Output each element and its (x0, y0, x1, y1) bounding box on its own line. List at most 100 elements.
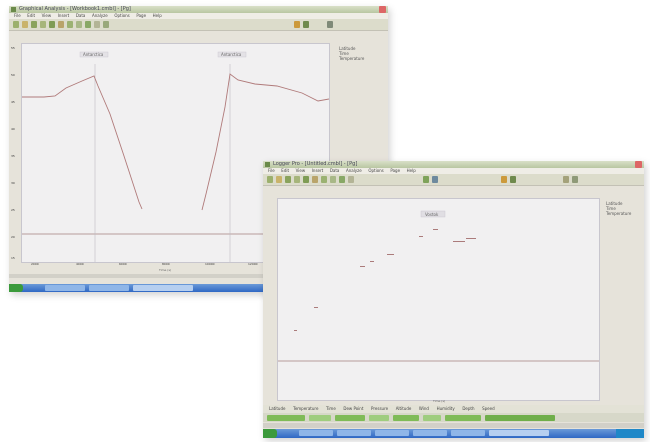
graph-icon[interactable] (303, 176, 309, 183)
menu-analyze[interactable]: Analyze (91, 13, 108, 18)
taskbar-item[interactable] (45, 285, 85, 291)
taskbar-item[interactable] (451, 430, 485, 436)
toolbar (9, 19, 388, 31)
legend-entry: Temperature (339, 56, 365, 61)
integral-icon[interactable] (85, 21, 91, 28)
menu-edit[interactable]: Edit (27, 13, 36, 18)
table-icon[interactable] (40, 21, 46, 28)
menu-help[interactable]: Help (406, 168, 416, 173)
taskbar (263, 429, 644, 438)
y-axis-ticks: 55 50 45 40 35 30 25 20 15 (11, 46, 20, 261)
print-icon[interactable] (285, 176, 291, 183)
table-icon[interactable] (294, 176, 300, 183)
x-tick-label: 4000 (76, 262, 84, 266)
close-button[interactable] (635, 161, 642, 168)
sensor-meter[interactable] (267, 415, 305, 421)
menu-view[interactable]: View (41, 13, 52, 18)
collect-icon[interactable] (501, 176, 507, 183)
curve-fit-icon[interactable] (423, 176, 429, 183)
taskbar-item[interactable] (337, 430, 371, 436)
tab-pressure[interactable]: Pressure (371, 406, 389, 411)
x-tick-label: 6000 (119, 262, 127, 266)
save-icon[interactable] (22, 21, 28, 28)
graph-plot-area[interactable]: Vostok (277, 198, 600, 401)
tab-time[interactable]: Time (326, 406, 336, 411)
temperature-series-line (22, 75, 143, 210)
save-icon[interactable] (276, 176, 282, 183)
open-icon[interactable] (267, 176, 273, 183)
print-icon[interactable] (31, 21, 37, 28)
menu-data[interactable]: Data (329, 168, 340, 173)
tab-humidity[interactable]: Humidity (436, 406, 455, 411)
stats-icon[interactable] (94, 21, 100, 28)
legend-entry: Temperature (606, 211, 632, 216)
menu-help[interactable]: Help (152, 13, 162, 18)
tangent-icon[interactable] (76, 21, 82, 28)
menu-page[interactable]: Page (390, 168, 401, 173)
sensor-meter[interactable] (393, 415, 419, 421)
tab-altitude[interactable]: Altitude (395, 406, 412, 411)
legend-entry: Latitude (339, 46, 356, 51)
y-tick-label: 40 (11, 127, 15, 131)
settings-icon[interactable] (572, 176, 578, 183)
taskbar-item-active[interactable] (489, 430, 549, 436)
menu-insert[interactable]: Insert (311, 168, 324, 173)
menu-options[interactable]: Options (368, 168, 384, 173)
tab-temperature[interactable]: Temperature (293, 406, 319, 411)
stop-icon[interactable] (510, 176, 516, 183)
zoom-icon[interactable] (312, 176, 318, 183)
taskbar-item[interactable] (299, 430, 333, 436)
tangent-icon[interactable] (330, 176, 336, 183)
y-tick-label: 45 (11, 100, 15, 104)
curve-fit-icon[interactable] (103, 21, 109, 28)
sensor-meter[interactable] (485, 415, 555, 421)
menu-page[interactable]: Page (136, 13, 147, 18)
tab-depth[interactable]: Depth (462, 406, 475, 411)
tab-speed[interactable]: Speed (482, 406, 495, 411)
zoom-icon[interactable] (58, 21, 64, 28)
taskbar (9, 284, 388, 292)
taskbar-item-active[interactable] (133, 285, 193, 291)
sensor-meter[interactable] (309, 415, 331, 421)
tab-latitude[interactable]: Latitude (269, 406, 286, 411)
settings-icon[interactable] (327, 21, 333, 28)
taskbar-item[interactable] (89, 285, 129, 291)
sensor-meter[interactable] (423, 415, 441, 421)
graph-window-back[interactable]: Graphical Analysis - [Workbook1.cmbl] - … (9, 6, 388, 292)
graph-icon[interactable] (49, 21, 55, 28)
graph-plot-area[interactable]: Antarctica Antarctica (21, 43, 330, 263)
stop-icon[interactable] (303, 21, 309, 28)
menu-data[interactable]: Data (75, 13, 86, 18)
taskbar-item[interactable] (375, 430, 409, 436)
start-button[interactable] (9, 284, 23, 292)
examine-icon[interactable] (321, 176, 327, 183)
start-button[interactable] (263, 429, 277, 438)
data-point (433, 229, 438, 230)
examine-icon[interactable] (67, 21, 73, 28)
sensor-meter[interactable] (335, 415, 365, 421)
menu-options[interactable]: Options (114, 13, 130, 18)
collect-icon[interactable] (294, 21, 300, 28)
title-bar[interactable]: Logger Pro - [Untitled.cmbl] - [Pg] (263, 161, 644, 168)
data-point (387, 254, 394, 255)
menu-edit[interactable]: Edit (281, 168, 290, 173)
sensor-meter[interactable] (445, 415, 481, 421)
taskbar-item[interactable] (413, 430, 447, 436)
close-button[interactable] (379, 6, 386, 13)
tab-dew-point[interactable]: Dew Point (343, 406, 364, 411)
menu-analyze[interactable]: Analyze (345, 168, 362, 173)
menu-file[interactable]: File (268, 168, 275, 173)
model-icon[interactable] (432, 176, 438, 183)
stats-icon[interactable] (348, 176, 354, 183)
integral-icon[interactable] (339, 176, 345, 183)
menu-file[interactable]: File (14, 13, 21, 18)
menu-insert[interactable]: Insert (57, 13, 70, 18)
keep-icon[interactable] (563, 176, 569, 183)
sensor-meter[interactable] (369, 415, 389, 421)
y-tick-label: 35 (11, 154, 15, 158)
graph-window-front[interactable]: Logger Pro - [Untitled.cmbl] - [Pg] File… (263, 161, 644, 438)
menu-view[interactable]: View (295, 168, 306, 173)
title-bar[interactable]: Graphical Analysis - [Workbook1.cmbl] - … (9, 6, 388, 13)
open-icon[interactable] (13, 21, 19, 28)
tab-wind[interactable]: Wind (418, 406, 429, 411)
